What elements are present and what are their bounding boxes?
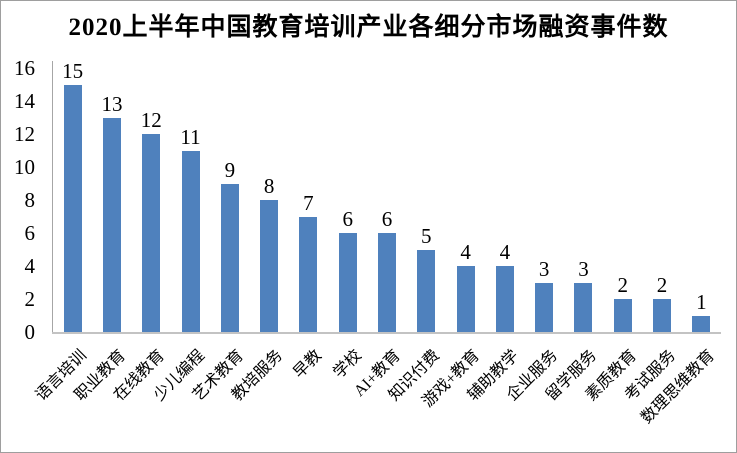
bar xyxy=(456,266,475,332)
x-axis-category-label: 早教 xyxy=(290,347,326,382)
bar-value-label: 5 xyxy=(421,223,432,248)
bar-value-label: 2 xyxy=(656,273,668,297)
y-axis-tick-label: 10 xyxy=(14,155,35,179)
bar-value-label: 6 xyxy=(342,207,353,231)
x-axis-category-label: 学校 xyxy=(330,347,365,382)
bar xyxy=(495,266,514,332)
y-axis-tick-label: 0 xyxy=(24,320,36,344)
bar-value-label: 8 xyxy=(263,174,275,198)
bar xyxy=(260,200,279,332)
bar-value-label: 9 xyxy=(224,157,236,182)
bar-value-label: 11 xyxy=(180,124,201,149)
bar xyxy=(692,315,711,332)
y-axis-tick-label: 2 xyxy=(24,287,36,311)
bar-value-label: 1 xyxy=(696,289,707,314)
bar xyxy=(417,249,436,332)
bar-value-label: 13 xyxy=(101,91,123,116)
bar xyxy=(181,150,200,332)
bar xyxy=(535,282,554,332)
bar-value-label: 2 xyxy=(617,273,629,297)
y-axis-tick-label: 4 xyxy=(24,254,36,278)
bar xyxy=(102,117,121,332)
bar xyxy=(142,134,161,332)
y-axis-tick-label: 12 xyxy=(14,122,35,146)
bar xyxy=(378,233,396,332)
bar xyxy=(338,233,357,332)
x-axis-line xyxy=(52,332,721,334)
y-axis-tick-label: 14 xyxy=(14,89,35,113)
bar-value-label: 12 xyxy=(140,108,162,132)
bar-value-label: 6 xyxy=(381,207,393,231)
bar xyxy=(299,216,318,332)
bar xyxy=(653,299,672,332)
y-axis-line xyxy=(52,61,53,334)
bar xyxy=(574,282,593,332)
chart-title: 2020上半年中国教育培训产业各细分市场融资事件数 xyxy=(68,14,669,41)
bar-value-label: 15 xyxy=(62,58,84,83)
bar-value-label: 4 xyxy=(499,240,511,264)
bar-value-label: 7 xyxy=(303,190,314,215)
bar-value-label: 4 xyxy=(460,240,471,264)
bar xyxy=(63,84,82,332)
y-axis-tick-label: 8 xyxy=(24,188,36,212)
bar xyxy=(613,299,632,332)
y-axis-tick-label: 6 xyxy=(24,221,36,245)
y-axis-tick-label: 16 xyxy=(14,56,35,80)
bar-value-label: 3 xyxy=(578,256,589,281)
bar xyxy=(220,183,239,332)
bar-value-label: 3 xyxy=(538,256,550,281)
